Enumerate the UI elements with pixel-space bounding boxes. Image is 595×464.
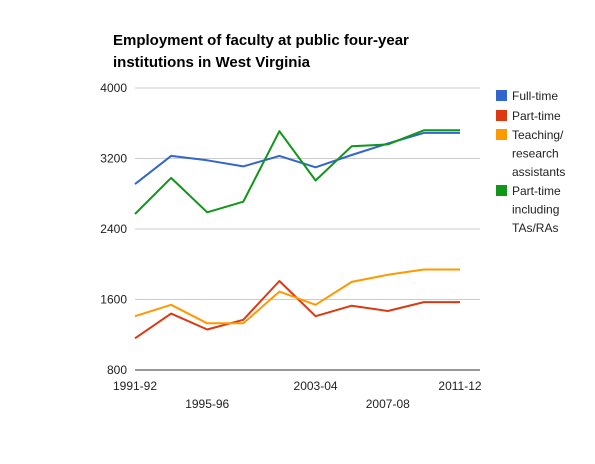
legend-label: Part-time bbox=[512, 184, 561, 198]
y-tick-label: 1600 bbox=[100, 293, 127, 307]
legend-swatch bbox=[496, 90, 507, 101]
legend-swatch bbox=[496, 129, 507, 140]
legend-label: TAs/RAs bbox=[512, 221, 558, 235]
y-tick-label: 4000 bbox=[100, 81, 127, 95]
x-tick-label: 2011-12 bbox=[438, 379, 481, 393]
legend-label: Part-time bbox=[512, 109, 561, 123]
axes: 800 1600 2400 3200 4000 1991-92 2003-04 2011-12… bbox=[100, 81, 482, 411]
chart-title-line-1: Employment of faculty at public four-yea… bbox=[113, 32, 409, 49]
legend: Full-time Part-time Teaching/research assis… bbox=[496, 89, 565, 235]
y-tick-label: 3200 bbox=[100, 152, 127, 166]
legend-swatch bbox=[496, 110, 507, 121]
legend-label: including bbox=[512, 203, 559, 217]
legend-label: research bbox=[512, 147, 559, 161]
legend-label: assistants bbox=[512, 165, 565, 179]
y-tick-label: 800 bbox=[107, 363, 127, 377]
chart-title: Employment of faculty at public four-yea… bbox=[113, 32, 409, 71]
legend-label: Teaching/ bbox=[512, 128, 564, 142]
x-tick-label: 1995-96 bbox=[185, 397, 229, 411]
x-tick-label: 1991-92 bbox=[113, 379, 157, 393]
series-line-3 bbox=[134, 268, 460, 325]
series-line-4 bbox=[134, 129, 460, 215]
chart-title-line-2: institutions in West Virginia bbox=[113, 54, 311, 71]
y-tick-label: 2400 bbox=[100, 222, 127, 236]
x-tick-label: 2003-04 bbox=[294, 379, 338, 393]
legend-label: Full-time bbox=[512, 89, 558, 103]
series-lines bbox=[134, 129, 460, 340]
x-tick-label: 2007-08 bbox=[366, 397, 410, 411]
legend-swatch bbox=[496, 185, 507, 196]
series-line-2 bbox=[134, 280, 460, 340]
